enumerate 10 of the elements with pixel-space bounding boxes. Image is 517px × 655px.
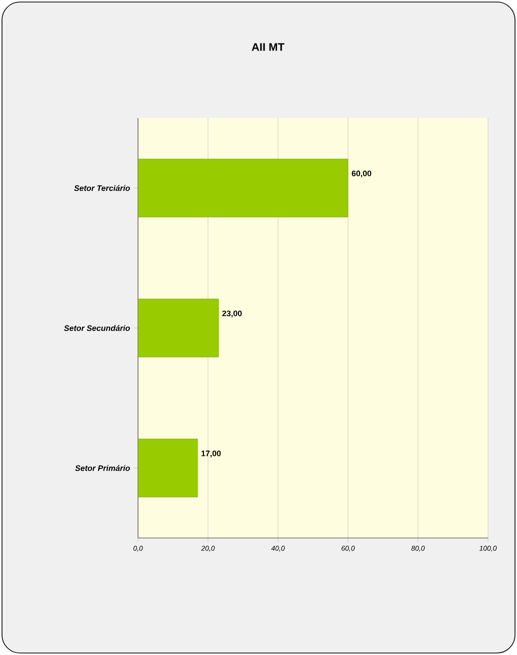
y-tick-label: Setor Secundário	[64, 325, 130, 331]
bar	[138, 438, 198, 498]
bar	[138, 158, 348, 218]
data-label: 23,00	[222, 310, 242, 318]
bar	[138, 298, 219, 358]
chart-title: AII MT	[252, 43, 284, 51]
data-label: 60,00	[352, 170, 372, 178]
data-label: 17,00	[202, 450, 221, 458]
y-tick-label: Setor Terciário	[74, 185, 130, 191]
y-tick-label: Setor Primário	[75, 465, 130, 471]
